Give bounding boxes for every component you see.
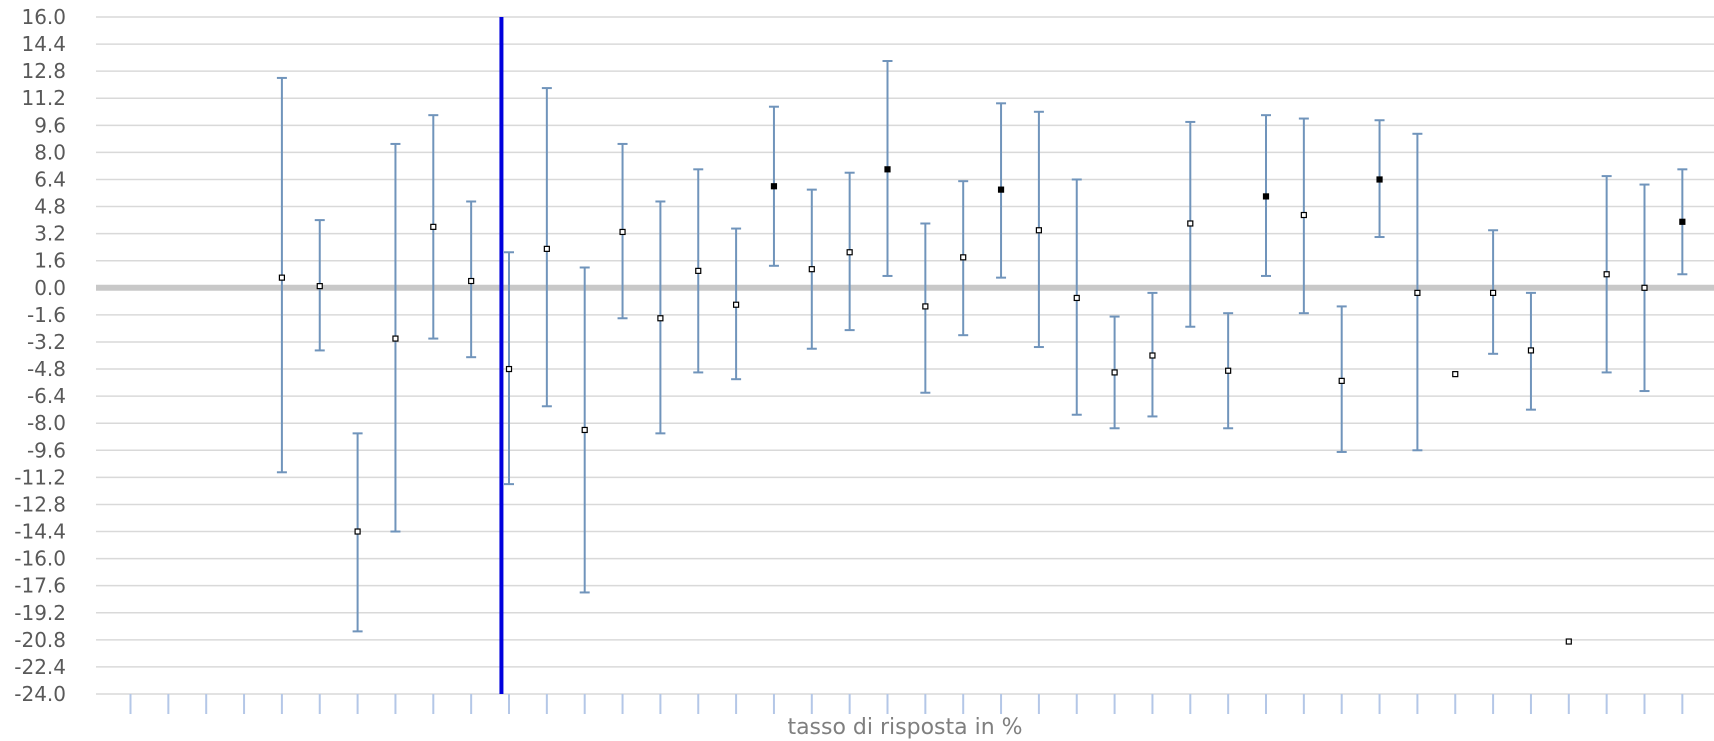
y-tick-label: 3.2 [34, 222, 66, 246]
y-tick-label: 9.6 [34, 113, 66, 137]
point-marker [770, 183, 778, 190]
y-tick-label: -1.6 [27, 303, 66, 327]
point-marker [392, 335, 399, 342]
point-marker [732, 301, 740, 308]
point-marker [808, 266, 815, 273]
point-marker [922, 303, 929, 310]
y-tick-label: 11.2 [21, 86, 66, 110]
point-marker [1073, 294, 1080, 302]
point-marker [1527, 347, 1535, 354]
point-marker [884, 166, 891, 173]
point-marker [997, 186, 1005, 193]
y-tick-label: -17.6 [14, 574, 66, 598]
error-bars [276, 60, 1688, 633]
point-marker [316, 283, 323, 290]
point-marker [1452, 371, 1459, 378]
point-marker [1679, 218, 1686, 225]
point-marker [1262, 193, 1270, 200]
point-marker [468, 277, 475, 285]
point-marker [960, 254, 967, 261]
y-tick-label: -12.8 [14, 492, 66, 516]
y-tick-label: -3.2 [27, 330, 66, 354]
y-tick-label: -8.0 [27, 411, 66, 435]
point-marker [1338, 377, 1345, 384]
y-tick-label: -16.0 [14, 547, 66, 571]
point-marker [278, 274, 285, 281]
point-marker [505, 365, 513, 373]
point-marker [695, 267, 702, 274]
point-marker [1376, 176, 1383, 183]
point-marker [1225, 367, 1232, 374]
point-marker [1149, 352, 1156, 359]
y-tick-label: 0.0 [34, 276, 66, 300]
point-marker [1489, 289, 1497, 296]
y-tick-label: -6.4 [27, 384, 66, 408]
y-tick-label: 12.8 [21, 59, 66, 83]
x-axis-title: tasso di risposta in % [787, 715, 1022, 740]
y-tick-label: 6.4 [34, 167, 66, 191]
y-tick-label: -14.4 [14, 520, 66, 544]
y-tick-label: -20.8 [14, 628, 66, 652]
y-tick-label: -19.2 [14, 601, 66, 625]
point-marker [430, 223, 437, 230]
point-marker [1603, 271, 1610, 278]
point-marker [543, 245, 550, 252]
point-marker [1035, 227, 1043, 234]
point-markers [278, 166, 1686, 645]
point-marker [1111, 369, 1118, 376]
point-marker [1641, 284, 1648, 291]
y-tick-label: -9.6 [27, 438, 66, 462]
point-marker [1187, 220, 1194, 227]
point-marker [354, 528, 361, 535]
y-tick-label: -11.2 [14, 465, 66, 489]
point-marker [619, 228, 626, 236]
point-marker [581, 426, 588, 434]
y-tick-label: -4.8 [27, 357, 66, 381]
y-tick-label: 14.4 [21, 32, 66, 56]
y-axis-tick-labels: 16.0 14.4 12.8 11.2 9.6 8.0 6.4 4.8 3.2 1.6 0.0 -1.… [14, 5, 66, 706]
y-tick-label: -24.0 [14, 682, 66, 706]
point-marker [846, 249, 853, 256]
point-marker [1565, 638, 1572, 645]
point-marker [657, 315, 664, 322]
point-marker [1300, 211, 1307, 219]
y-tick-label: 4.8 [34, 195, 66, 219]
y-tick-label: 8.0 [34, 140, 66, 164]
y-tick-label: -22.4 [14, 655, 66, 679]
y-tick-label: 1.6 [34, 249, 66, 273]
y-tick-label: 16.0 [21, 5, 66, 29]
x-axis-tick-marks [129, 694, 1684, 714]
point-marker [1414, 289, 1421, 296]
gridlines [96, 16, 1714, 695]
